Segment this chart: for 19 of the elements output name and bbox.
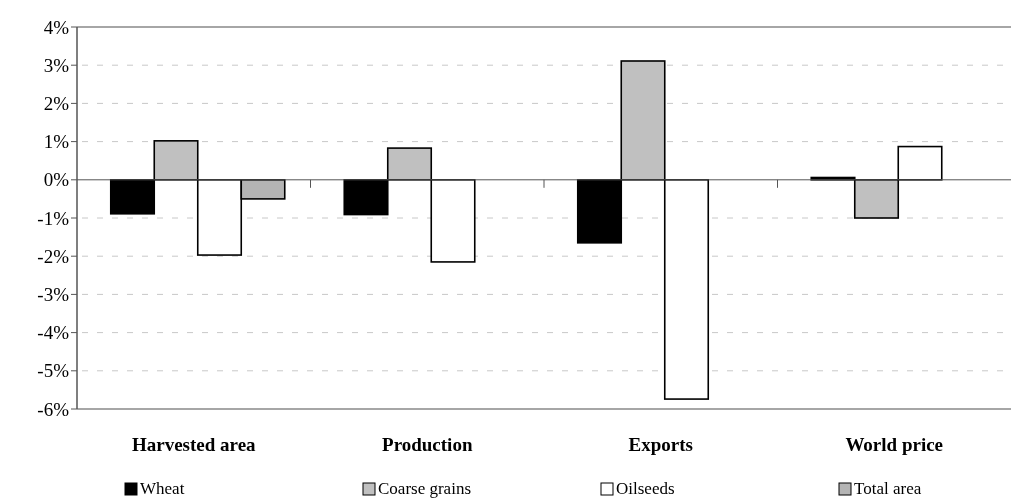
y-tick-label: 0% [43,169,70,191]
y-tick-label: -5% [37,360,70,382]
x-tick-label: Exports [628,434,693,455]
y-tick-label: -2% [37,245,70,267]
x-tick-label: World price [845,434,944,455]
y-tick-label: 4% [43,16,70,38]
y-tick-label: -3% [37,284,70,306]
y-tick-label: 2% [43,93,70,115]
x-tick-label: Harvested area [131,434,257,455]
legend-label: Wheat [140,479,185,498]
legend-label: Coarse grains [378,479,472,498]
y-tick-label: 3% [43,54,70,76]
x-tick-label: Production [382,434,473,455]
y-tick-label: 1% [43,131,70,153]
legend-label: Oilseeds [616,479,675,498]
y-tick-label: -1% [37,207,70,229]
y-tick-label: -4% [37,322,70,344]
legend-label: Total area [854,479,922,498]
y-tick-label: -6% [37,398,70,420]
